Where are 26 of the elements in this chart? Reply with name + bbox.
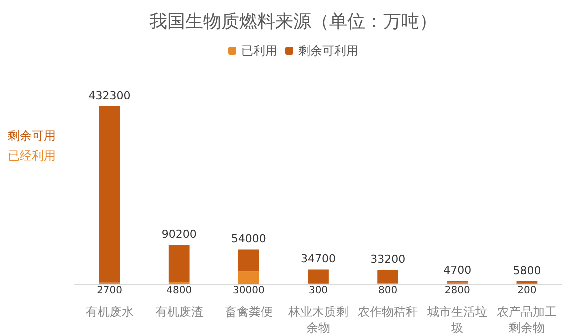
x-tick-label: 有机废渣	[155, 305, 204, 319]
data-label: 90200	[162, 228, 197, 242]
x-tick-label: 畜禽粪便	[224, 305, 273, 319]
data-label: 34700	[301, 252, 336, 266]
text: 剩余可用	[8, 129, 56, 143]
legend-label: 剩余可利用	[298, 44, 358, 58]
data-label: 33200	[370, 253, 406, 266]
x-tick-label: 农产品加工剩余物	[497, 305, 558, 335]
chart-title: 我国生物质燃料来源（单位：万吨）	[150, 12, 438, 32]
data-label: 4800	[166, 286, 192, 296]
data-label: 432300	[88, 90, 131, 103]
data-label: 2700	[97, 286, 123, 296]
data-label: 30000	[233, 286, 265, 296]
x-tick-label: 有机废水	[86, 305, 134, 319]
data-label: 800	[378, 286, 398, 296]
text: 已经利用	[8, 149, 56, 163]
data-label: 4700	[444, 264, 472, 277]
data-label: 300	[308, 286, 328, 296]
data-label: 5800	[513, 264, 542, 278]
data-label: 2800	[444, 286, 470, 296]
data-label: 54000	[231, 232, 266, 246]
data-label: 200	[518, 286, 537, 296]
x-tick-label: 农作物秸秆	[358, 305, 418, 319]
x-tick-label: 城市生活垃圾	[426, 305, 488, 335]
legend-label: 已利用	[242, 44, 278, 58]
x-tick-label: 林业木质剩余物	[288, 305, 348, 335]
